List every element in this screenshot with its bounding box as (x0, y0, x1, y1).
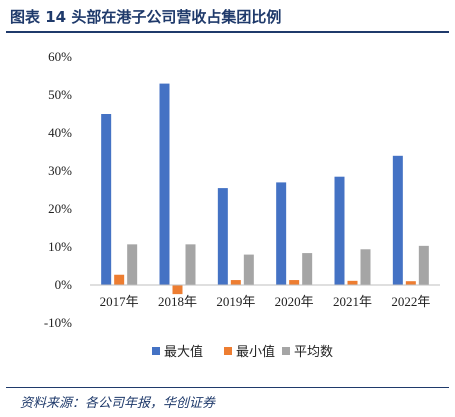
title-rule (6, 31, 449, 33)
bar-max-3 (276, 182, 287, 285)
bar-min-3 (289, 280, 300, 285)
bar-max-4 (334, 176, 345, 285)
bar-max-1 (159, 83, 170, 285)
bar-min-5 (405, 281, 416, 285)
bars (101, 83, 429, 295)
bar-min-1 (172, 285, 183, 295)
x-category-label: 2022年 (391, 294, 430, 309)
bar-avg-3 (302, 253, 313, 285)
bar-avg-1 (185, 244, 196, 285)
bar-min-0 (114, 274, 125, 285)
legend-swatch-avg (282, 347, 290, 355)
bar-min-2 (230, 280, 241, 285)
bar-max-5 (392, 155, 403, 285)
bar-avg-0 (127, 244, 138, 285)
y-tick-label: 10% (48, 239, 72, 254)
bar-min-4 (347, 280, 358, 285)
y-tick-label: 40% (48, 125, 72, 140)
x-category-label: 2020年 (275, 294, 314, 309)
legend-label-min: 最小值 (236, 344, 275, 360)
legend-swatch-min (224, 347, 232, 355)
bar-avg-4 (360, 249, 371, 285)
source-note: 资料来源：各公司年报，华创证券 (20, 396, 216, 411)
x-category-label: 2018年 (158, 294, 197, 309)
x-category-label: 2019年 (216, 294, 255, 309)
legend: 最大值 最小值 平均数 (152, 344, 333, 360)
x-category-label: 2017年 (100, 294, 139, 309)
y-tick-label: 30% (48, 163, 72, 178)
legend-label-avg: 平均数 (294, 345, 333, 360)
x-axis-categories: 2017年 2018年 2019年 2020年 2021年 2022年 (100, 294, 431, 309)
bar-max-0 (101, 114, 112, 285)
y-tick-label: 0% (55, 277, 73, 292)
y-tick-label: -10% (44, 315, 72, 330)
y-axis-ticks: 60% 50% 40% 30% 20% 10% 0% -10% (44, 49, 72, 330)
chart-title: 图表 14 头部在港子公司营收占集团比例 (10, 8, 282, 26)
x-category-label: 2021年 (333, 294, 372, 309)
legend-label-max: 最大值 (164, 344, 203, 360)
legend-swatch-max (152, 347, 160, 355)
y-tick-label: 20% (48, 201, 72, 216)
y-tick-label: 50% (48, 87, 72, 102)
bar-avg-5 (418, 245, 429, 285)
bar-avg-2 (243, 254, 254, 285)
source-rule (6, 387, 449, 388)
y-tick-label: 60% (48, 49, 72, 64)
bar-max-2 (217, 188, 228, 285)
